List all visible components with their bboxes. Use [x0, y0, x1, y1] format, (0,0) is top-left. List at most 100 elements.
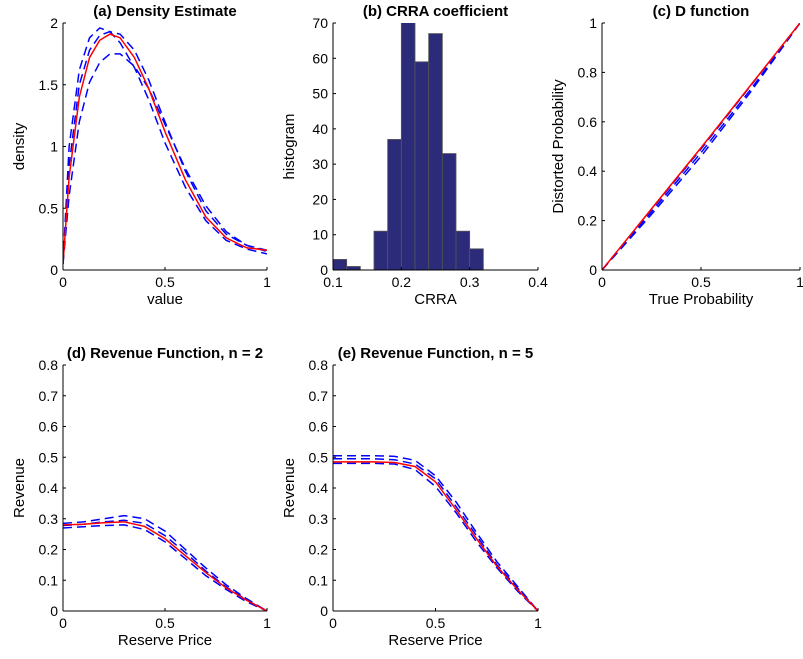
y-tick-label: 0.2 — [578, 213, 598, 229]
estimate-line — [333, 461, 538, 611]
y-tick-label: 40 — [312, 121, 328, 137]
chart-title: (b) CRRA coefficient — [363, 3, 508, 20]
y-tick-label: 0.7 — [309, 388, 329, 404]
y-tick-label: 0.3 — [309, 511, 329, 527]
histogram-bar — [387, 139, 402, 270]
x-axis-label: True Probability — [649, 291, 754, 308]
confidence-band-line — [63, 30, 267, 264]
x-tick-label: 0 — [329, 615, 337, 631]
x-tick-label: 1 — [263, 274, 271, 290]
confidence-band-line — [63, 519, 267, 611]
y-tick-label: 0.1 — [309, 572, 329, 588]
histogram-bar — [428, 33, 443, 270]
y-tick-label: 20 — [312, 191, 328, 207]
histogram-bar — [414, 61, 430, 270]
y-tick-label: 0.5 — [39, 200, 59, 216]
y-tick-label: 0.5 — [39, 449, 59, 465]
x-tick-label: 0.3 — [460, 274, 480, 290]
confidence-band-line — [63, 27, 267, 264]
plot-area — [63, 27, 267, 264]
y-axis-label: Distorted Probability — [550, 79, 567, 214]
y-tick-label: 0 — [50, 262, 58, 278]
y-tick-label: 0.4 — [578, 163, 598, 179]
plot-area — [602, 23, 800, 270]
y-tick-label: 60 — [312, 50, 328, 66]
x-axis-label: Reserve Price — [118, 632, 212, 649]
x-tick-label: 1 — [796, 274, 803, 290]
y-tick-label: 0.8 — [39, 357, 59, 373]
histogram-bar — [455, 230, 471, 270]
x-tick-label: 1 — [534, 615, 542, 631]
y-tick-label: 0.8 — [578, 64, 598, 80]
x-axis-label: CRRA — [414, 291, 457, 308]
x-axis-label: value — [147, 291, 183, 308]
confidence-band-line — [63, 524, 267, 611]
confidence-band-line — [602, 23, 800, 270]
y-tick-label: 0 — [589, 262, 597, 278]
y-tick-label: 0.1 — [39, 572, 59, 588]
x-tick-label: 0.5 — [691, 274, 711, 290]
x-axis-label: Reserve Price — [388, 632, 482, 649]
y-tick-label: 10 — [312, 227, 328, 243]
panel-revenue-n5: 0 0.5 1 0 0.1 0.2 0.3 0.4 0.5 0.6 0.7 0.8 (e) Revenu… — [281, 345, 542, 649]
x-tick-label: 0.1 — [323, 274, 343, 290]
x-tick-label: 0.5 — [155, 615, 175, 631]
y-tick-label: 0.2 — [39, 542, 59, 558]
panel-crra-histogram: 0.1 0.2 0.3 0.4 0 10 20 30 40 50 60 70 (b) CRRA coef… — [281, 3, 548, 308]
x-tick-label: 0.5 — [426, 615, 446, 631]
x-tick-label: 0 — [59, 274, 67, 290]
panel-density-estimate: 0 0.5 1 0 0.5 1 1.5 2 (a) Density Estimate value d… — [11, 3, 271, 308]
y-tick-label: 50 — [312, 86, 328, 102]
y-tick-label: 0 — [320, 262, 328, 278]
histogram-bar — [346, 266, 361, 270]
x-tick-label: 1 — [263, 615, 271, 631]
y-tick-label: 1 — [589, 15, 597, 31]
y-tick-label: 0.5 — [309, 449, 329, 465]
confidence-band-line — [333, 454, 538, 611]
y-tick-label: 30 — [312, 156, 328, 172]
x-tick-label: 0.4 — [528, 274, 548, 290]
y-tick-label: 0.2 — [309, 542, 329, 558]
y-axis-label: histogram — [281, 114, 298, 180]
plot-area — [333, 454, 538, 611]
y-tick-label: 0.8 — [309, 357, 329, 373]
chart-title: (a) Density Estimate — [93, 3, 236, 20]
histogram-bar — [333, 259, 348, 270]
plot-area — [333, 23, 484, 270]
confidence-band-line — [602, 23, 800, 270]
histogram-bar — [400, 23, 416, 270]
estimate-line — [63, 521, 267, 611]
y-tick-label: 0.3 — [39, 511, 59, 527]
confidence-band-line — [63, 514, 267, 611]
y-tick-label: 0.7 — [39, 388, 59, 404]
y-tick-label: 0 — [50, 603, 58, 619]
panel-revenue-n2: 0 0.5 1 0 0.1 0.2 0.3 0.4 0.5 0.6 0.7 0.8 (d) Revenu… — [11, 345, 271, 649]
histogram-bar — [469, 248, 484, 270]
y-tick-label: 0 — [320, 603, 328, 619]
chart-title: (e) Revenue Function, n = 5 — [338, 345, 533, 362]
panel-d-function: 0 0.5 1 0 0.2 0.4 0.6 0.8 1 (c) D function True Pr… — [550, 3, 803, 308]
chart-title: (d) Revenue Function, n = 2 — [67, 345, 263, 362]
y-axis-label: Revenue — [11, 458, 28, 518]
y-axis-label: density — [11, 122, 28, 170]
x-tick-label: 0.2 — [392, 274, 412, 290]
x-tick-label: 0.5 — [155, 274, 175, 290]
chart-title: (c) D function — [653, 3, 750, 20]
estimate-line — [63, 33, 267, 264]
y-tick-label: 1 — [50, 139, 58, 155]
x-tick-label: 0 — [59, 615, 67, 631]
y-tick-label: 1.5 — [39, 77, 59, 93]
confidence-band-line — [602, 23, 800, 270]
plot-area — [63, 514, 267, 611]
confidence-band-line — [333, 458, 538, 611]
y-tick-label: 0.6 — [39, 419, 59, 435]
y-tick-label: 0.6 — [578, 114, 598, 130]
y-tick-label: 2 — [50, 15, 58, 31]
estimate-line — [602, 23, 800, 270]
y-tick-label: 0.4 — [39, 480, 59, 496]
confidence-band-line — [63, 53, 267, 264]
y-axis-label: Revenue — [281, 458, 298, 518]
histogram-bar — [373, 230, 389, 270]
y-tick-label: 0.4 — [309, 480, 329, 496]
